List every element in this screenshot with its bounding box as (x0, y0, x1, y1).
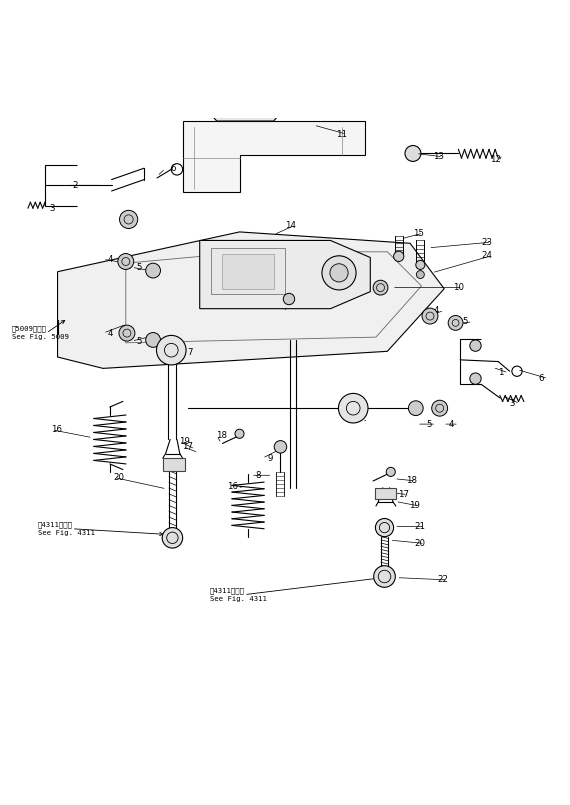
Circle shape (374, 566, 396, 588)
Circle shape (386, 468, 396, 477)
Text: 12: 12 (490, 155, 500, 163)
Text: 9: 9 (267, 454, 272, 463)
Bar (163, 458, 185, 471)
Circle shape (322, 256, 356, 290)
Circle shape (330, 264, 348, 282)
Text: 第5009図参照
See Fig. 5009: 第5009図参照 See Fig. 5009 (12, 326, 69, 341)
Circle shape (339, 394, 368, 423)
Text: 5: 5 (426, 419, 431, 428)
Circle shape (405, 146, 421, 162)
Circle shape (448, 316, 463, 330)
Text: 20: 20 (113, 473, 125, 482)
Polygon shape (200, 241, 370, 308)
Circle shape (119, 325, 135, 341)
Text: 20: 20 (414, 539, 426, 548)
Text: 24: 24 (481, 251, 492, 260)
Text: 7: 7 (355, 416, 360, 425)
Circle shape (235, 429, 244, 438)
Text: 4: 4 (449, 419, 454, 428)
Circle shape (162, 527, 182, 548)
Polygon shape (205, 108, 285, 121)
Bar (222, 254, 274, 289)
Text: 13: 13 (433, 152, 444, 161)
Text: 3: 3 (510, 399, 515, 408)
Text: 10: 10 (453, 283, 464, 292)
Text: 2: 2 (72, 181, 78, 190)
Text: 22: 22 (437, 576, 449, 584)
Circle shape (394, 251, 404, 262)
Text: 17: 17 (182, 443, 193, 452)
Circle shape (408, 401, 423, 415)
Bar (211, 248, 285, 295)
Text: 3: 3 (49, 204, 55, 213)
Text: 6: 6 (538, 374, 544, 383)
Text: 23: 23 (481, 237, 492, 246)
Circle shape (373, 280, 388, 295)
Text: 21: 21 (414, 522, 426, 531)
Text: 4: 4 (108, 254, 113, 264)
Text: 5: 5 (462, 317, 468, 326)
Bar (375, 488, 397, 499)
Text: 7: 7 (188, 348, 193, 357)
Text: 4: 4 (434, 306, 439, 315)
Text: 6: 6 (170, 163, 176, 173)
Text: 8: 8 (255, 471, 261, 480)
Circle shape (157, 336, 186, 365)
Circle shape (376, 518, 394, 537)
Circle shape (416, 260, 425, 270)
Circle shape (431, 400, 447, 416)
Circle shape (146, 332, 161, 347)
Polygon shape (58, 232, 444, 369)
Circle shape (120, 210, 138, 229)
Polygon shape (182, 121, 365, 192)
Circle shape (283, 293, 295, 305)
Text: 7: 7 (358, 405, 363, 414)
Text: 5: 5 (136, 262, 142, 271)
Circle shape (470, 340, 481, 351)
Text: 14: 14 (285, 221, 296, 229)
Text: 19: 19 (409, 502, 420, 510)
Circle shape (470, 373, 481, 384)
Text: 18: 18 (216, 431, 227, 440)
Circle shape (274, 440, 287, 453)
Circle shape (146, 263, 161, 278)
Text: 16: 16 (227, 482, 238, 491)
Text: 17: 17 (398, 490, 409, 499)
Text: 前4311図参照
See Fig. 4311: 前4311図参照 See Fig. 4311 (210, 588, 267, 602)
Text: 15: 15 (413, 229, 424, 237)
Text: 19: 19 (178, 436, 189, 446)
Text: 16: 16 (51, 425, 62, 434)
Text: 前4311図参照
See Fig. 4311: 前4311図参照 See Fig. 4311 (38, 522, 95, 536)
Circle shape (422, 308, 438, 324)
Text: 5: 5 (136, 336, 142, 345)
Circle shape (416, 270, 424, 279)
Text: 4: 4 (108, 328, 113, 337)
Text: 18: 18 (405, 477, 417, 485)
Circle shape (118, 254, 134, 270)
Text: 11: 11 (336, 130, 347, 138)
Text: 1: 1 (498, 369, 504, 378)
